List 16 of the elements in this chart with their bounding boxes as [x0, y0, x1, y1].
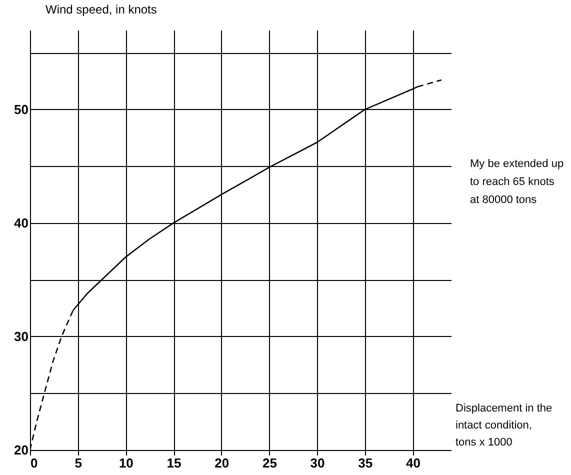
x-tick-label: 40 [406, 456, 420, 470]
y-tick-label: 30 [14, 328, 28, 344]
x-tick-label: 35 [358, 456, 373, 470]
x-tick-label: 20 [214, 456, 230, 470]
x-tick-label: 0 [30, 456, 38, 470]
y-tick-label: 20 [14, 442, 28, 458]
y-tick-label: 50 [14, 102, 28, 117]
x-tick-label: 15 [166, 456, 182, 470]
x-axis-title: Displacement in the intact condition, tons x 1000 [456, 402, 552, 448]
y-axis-title: Wind speed, in knots [46, 2, 157, 16]
x-tick-label: 30 [310, 456, 325, 470]
x-tick-label: 25 [262, 456, 277, 470]
y-tick-label: 40 [14, 215, 28, 230]
text: My be extended up to reach 65 knots at 80000 tons [470, 158, 564, 206]
x-tick-label: 5 [74, 456, 82, 470]
x-tick-label: 10 [118, 456, 134, 470]
